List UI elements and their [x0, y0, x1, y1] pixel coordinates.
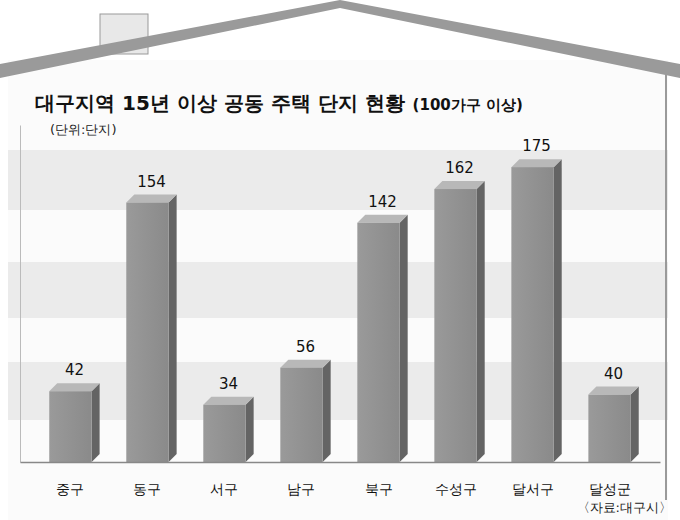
bar [588, 395, 630, 462]
x-tick: 서구 [210, 481, 238, 497]
bar-top [126, 195, 176, 203]
x-tick: 중구 [56, 481, 84, 497]
bar-side [323, 360, 331, 462]
house-background [0, 0, 680, 520]
bar-top [434, 181, 484, 189]
data-label: 56 [296, 338, 315, 356]
bar [126, 203, 168, 462]
bar-group [434, 181, 484, 462]
x-tick-label: 남구 [287, 481, 315, 497]
wall-stripe [8, 150, 668, 210]
bar-side [477, 181, 485, 462]
data-label: 142 [368, 193, 397, 211]
bar-side [631, 387, 639, 462]
bar [280, 368, 322, 462]
x-tick: 남구 [287, 481, 315, 497]
bar [434, 189, 476, 462]
wall-edge [665, 70, 667, 500]
x-tick-label: 달성군 [589, 481, 631, 497]
data-label: 42 [65, 361, 84, 379]
source: 〈자료:대구시〉 [577, 500, 672, 515]
y-axis [20, 126, 21, 463]
bar-group [49, 383, 99, 462]
bar [357, 223, 399, 462]
subtitle: (100가구 이상) [413, 96, 523, 114]
x-tick: 동구 [133, 481, 161, 497]
bar-group [357, 215, 407, 462]
x-axis: 중구 동구 서구 남구 북구 수성구 달서구 달성군 [21, 463, 661, 497]
bar [203, 405, 245, 462]
data-label: 34 [219, 375, 238, 393]
x-tick-label: 북구 [365, 481, 393, 497]
bar-top [511, 159, 561, 167]
title: 대구지역 15년 이상 공동 주택 단지 현황 [35, 91, 405, 115]
bar-side [92, 383, 100, 462]
x-tick: 수성구 [435, 481, 477, 497]
bar-group [126, 195, 176, 462]
wall-stripe [8, 262, 668, 318]
x-tick-label: 달서구 [512, 481, 554, 497]
bar-side [554, 159, 562, 462]
bar-side [400, 215, 408, 462]
data-label: 162 [445, 159, 474, 177]
x-tick-label: 중구 [56, 481, 84, 497]
bar-side [246, 397, 254, 462]
data-label: 154 [137, 173, 166, 191]
x-tick: 북구 [365, 481, 393, 497]
bar-top [357, 215, 407, 223]
unit-label: (단위:단지) [50, 122, 117, 137]
bar-top [49, 383, 99, 391]
x-axis-line [21, 462, 661, 464]
bar-group [203, 397, 253, 462]
chart-svg: 중구 동구 서구 남구 북구 수성구 달서구 달성군 42 154 34 56 142 162 175 40 대… [0, 0, 680, 520]
bar-group [280, 360, 330, 462]
y-axis-line [20, 126, 21, 463]
x-tick: 달서구 [512, 481, 554, 497]
bar-group [511, 159, 561, 462]
bar-top [588, 387, 638, 395]
bar-top [280, 360, 330, 368]
x-tick-label: 서구 [210, 481, 238, 497]
data-labels: 42 154 34 56 142 162 175 40 [65, 137, 623, 393]
bar [511, 167, 553, 462]
bar [49, 391, 91, 462]
bars [49, 159, 638, 462]
chart-container: 중구 동구 서구 남구 북구 수성구 달서구 달성군 42 154 34 56 142 162 175 40 대… [0, 0, 680, 520]
x-tick-label: 동구 [133, 481, 161, 497]
bar-side [169, 195, 177, 462]
data-label: 40 [604, 365, 623, 383]
wall-stripe [8, 362, 668, 420]
bar-group [588, 387, 638, 462]
bar-top [203, 397, 253, 405]
wall [8, 60, 668, 520]
x-tick-label: 수성구 [435, 481, 477, 497]
roof [0, 0, 680, 78]
x-tick: 달성군 [589, 481, 631, 497]
data-label: 175 [522, 137, 551, 155]
